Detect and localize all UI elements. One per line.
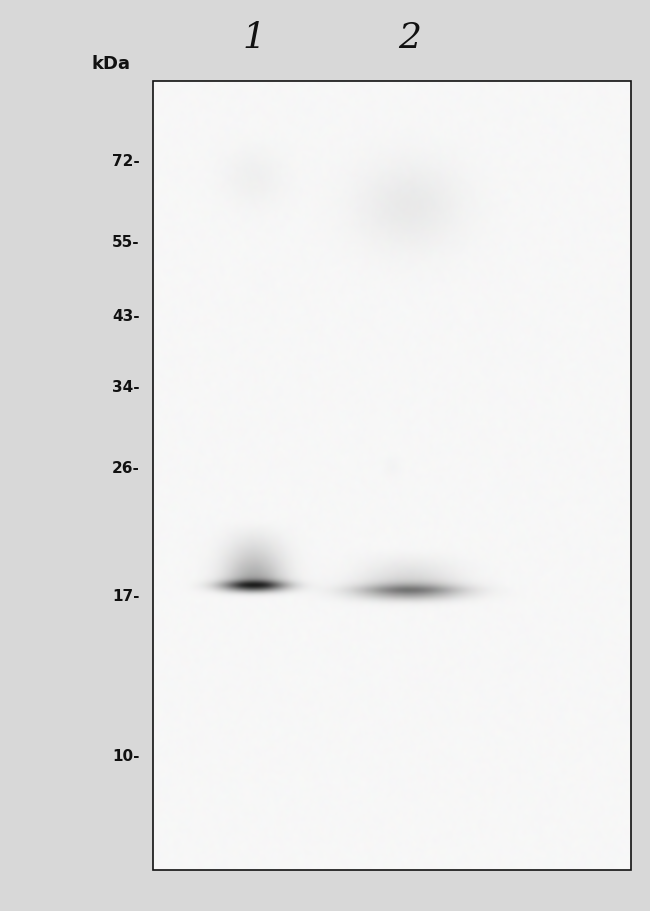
Text: 55-: 55-: [112, 235, 140, 250]
Text: 10-: 10-: [112, 748, 140, 763]
Text: 17-: 17-: [112, 589, 140, 603]
Text: 34-: 34-: [112, 380, 140, 394]
Text: kDa: kDa: [91, 55, 130, 73]
Text: 26-: 26-: [112, 460, 140, 476]
Text: 1: 1: [242, 21, 265, 55]
Text: 72-: 72-: [112, 154, 140, 169]
Text: 2: 2: [398, 21, 421, 55]
Text: 43-: 43-: [112, 309, 140, 323]
